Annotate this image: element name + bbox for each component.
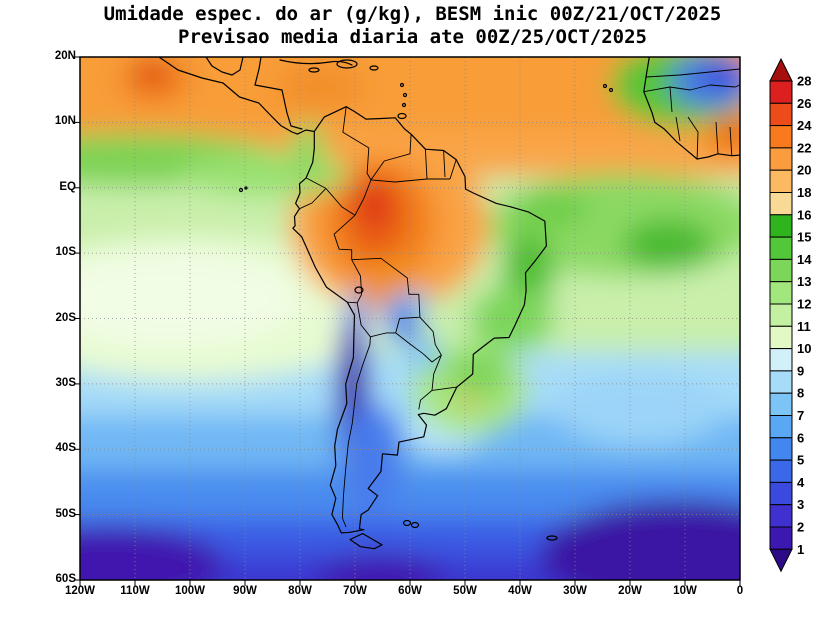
- colorbar-label: 1: [797, 542, 804, 557]
- colorbar: 28 26 24 22 20 18 16 15 14 13 12 11 10 9 8 7 6 5 4 3 2 1: [766, 58, 825, 574]
- colorbar-band: [770, 416, 792, 438]
- y-axis-label: 20S: [38, 312, 76, 324]
- colorbar-triangle-top: [770, 59, 792, 81]
- colorbar-label: 11: [797, 319, 811, 334]
- x-axis-label: 60W: [388, 585, 432, 597]
- x-axis-label: 100W: [168, 585, 212, 597]
- colorbar-label: 16: [797, 207, 811, 222]
- colorbar-label: 24: [797, 118, 812, 133]
- colorbar-label: 10: [797, 341, 811, 356]
- colorbar-band: [770, 371, 792, 393]
- colorbar-band: [770, 482, 792, 504]
- map-canvas: [0, 0, 825, 637]
- x-axis-label: 80W: [278, 585, 322, 597]
- colorbar-band: [770, 349, 792, 371]
- y-axis-label: 30S: [38, 377, 76, 389]
- colorbar-label: 7: [797, 408, 804, 423]
- y-axis-label: 50S: [38, 508, 76, 520]
- colorbar-band: [770, 393, 792, 415]
- colorbar-band: [770, 460, 792, 482]
- colorbar-label: 3: [797, 497, 804, 512]
- colorbar-label: 5: [797, 453, 804, 468]
- y-axis-label: 10S: [38, 246, 76, 258]
- y-axis-label: 60S: [38, 573, 76, 585]
- colorbar-band: [770, 527, 792, 549]
- colorbar-band: [770, 126, 792, 148]
- colorbar-band: [770, 193, 792, 215]
- colorbar-band: [770, 259, 792, 281]
- colorbar-band: [770, 438, 792, 460]
- colorbar-label: 14: [797, 252, 812, 267]
- x-axis-label: 50W: [443, 585, 487, 597]
- colorbar-label: 12: [797, 297, 811, 312]
- colorbar-band: [770, 170, 792, 192]
- x-axis-label: 30W: [553, 585, 597, 597]
- colorbar-band: [770, 326, 792, 348]
- x-axis-label: 110W: [113, 585, 157, 597]
- colorbar-label: 26: [797, 96, 811, 111]
- colorbar-band: [770, 148, 792, 170]
- colorbar-label: 20: [797, 163, 811, 178]
- y-axis-label: 40S: [38, 442, 76, 454]
- colorbar-label: 9: [797, 363, 804, 378]
- x-axis-label: 120W: [58, 585, 102, 597]
- x-axis-label: 90W: [223, 585, 267, 597]
- colorbar-label: 8: [797, 386, 804, 401]
- colorbar-band: [770, 505, 792, 527]
- colorbar-label: 2: [797, 520, 804, 535]
- colorbar-label: 13: [797, 274, 811, 289]
- y-axis-label: 10N: [38, 115, 76, 127]
- colorbar-band: [770, 237, 792, 259]
- colorbar-label: 22: [797, 140, 811, 155]
- colorbar-band: [770, 282, 792, 304]
- colorbar-label: 18: [797, 185, 811, 200]
- colorbar-label: 15: [797, 230, 811, 245]
- y-axis-label: EQ: [38, 181, 76, 193]
- x-axis-label: 40W: [498, 585, 542, 597]
- x-axis-label: 70W: [333, 585, 377, 597]
- colorbar-band: [770, 215, 792, 237]
- x-axis-label: 0: [718, 585, 762, 597]
- colorbar-label: 28: [797, 74, 811, 89]
- colorbar-label: 4: [797, 475, 805, 490]
- colorbar-band: [770, 81, 792, 103]
- x-axis-label: 10W: [663, 585, 707, 597]
- y-axis-label: 20N: [38, 50, 76, 62]
- colorbar-label: 6: [797, 430, 804, 445]
- colorbar-band: [770, 103, 792, 125]
- x-axis-label: 20W: [608, 585, 652, 597]
- colorbar-triangle-bottom: [770, 549, 792, 571]
- colorbar-band: [770, 304, 792, 326]
